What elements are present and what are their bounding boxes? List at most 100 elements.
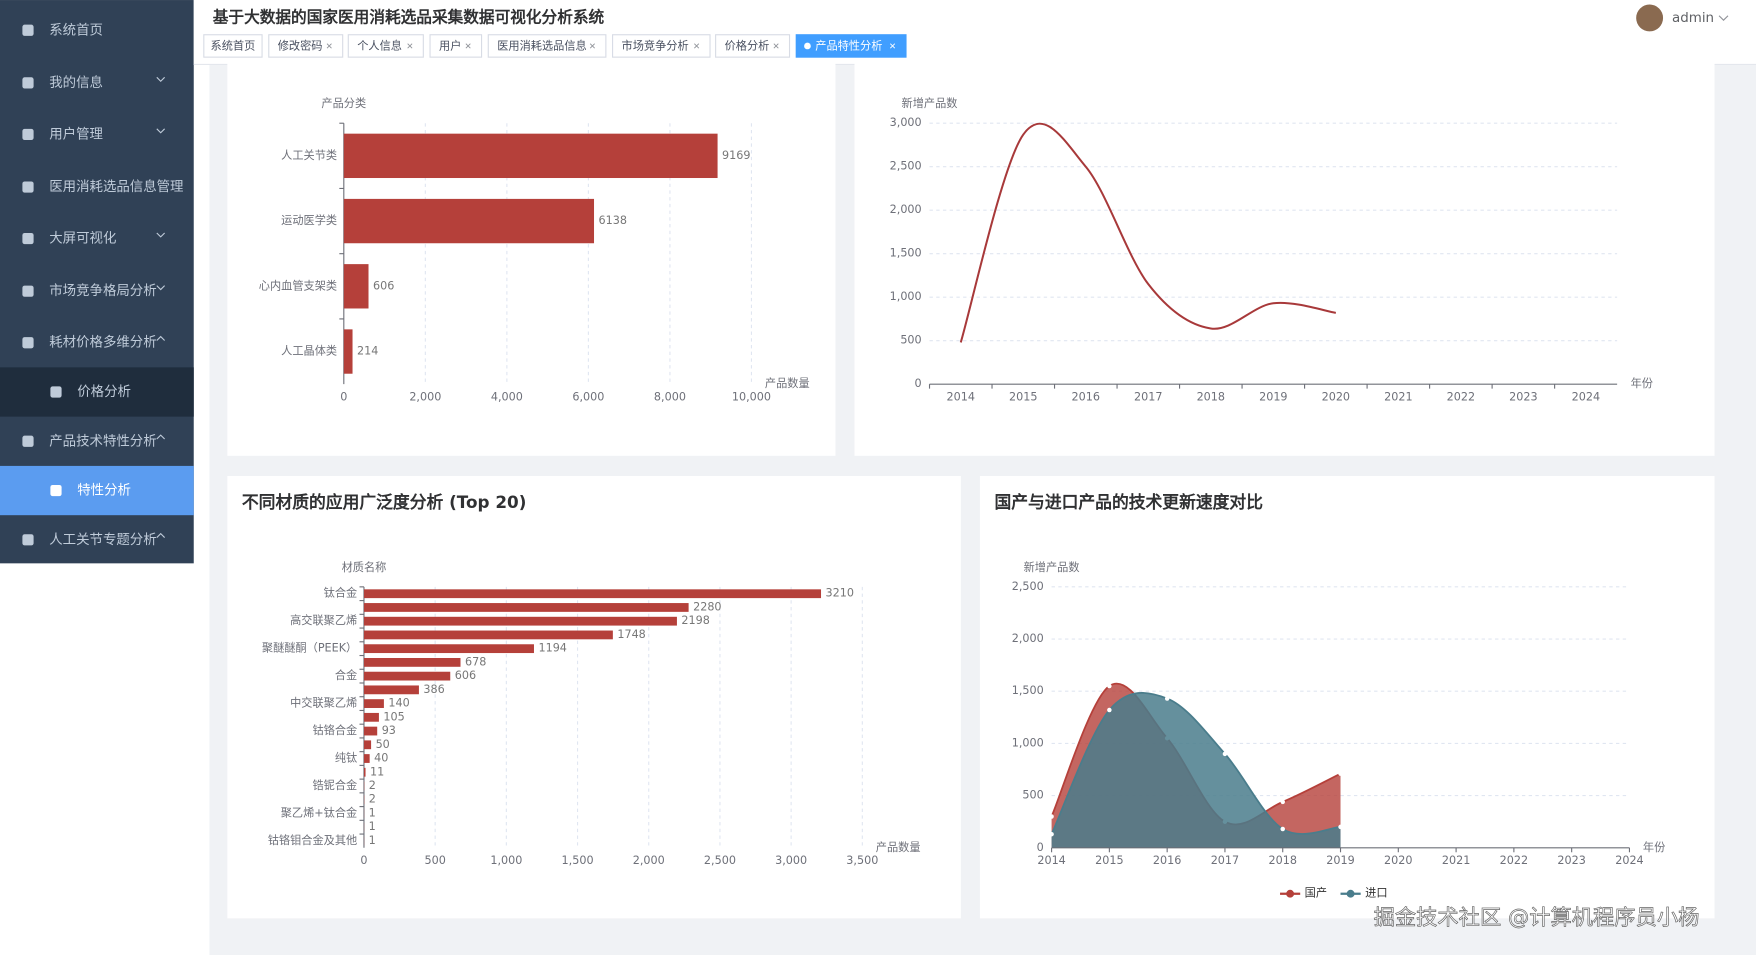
legend-symbol — [1286, 890, 1294, 898]
sidebar-item[interactable]: 特性分析 — [77, 483, 131, 499]
value-label: 214 — [357, 345, 378, 358]
bar — [364, 727, 377, 736]
value-label: 2280 — [693, 600, 721, 613]
y-category-label: 心内血管支架类 — [259, 278, 337, 292]
y-category-label: 中交联聚乙烯 — [290, 696, 357, 710]
sidebar-icon — [50, 485, 61, 496]
bar — [364, 754, 370, 763]
y-axis-label: 产品分类 — [321, 96, 366, 110]
y-category-label: 钴铬合金 — [312, 723, 357, 737]
x-tick-label: 2019 — [1259, 391, 1287, 404]
tab-label[interactable]: 价格分析 — [725, 39, 770, 53]
tab-label[interactable]: 系统首页 — [211, 39, 256, 53]
legend-label[interactable]: 国产 — [1305, 886, 1327, 900]
y-category-label: 钛合金 — [324, 586, 358, 600]
sidebar-item[interactable]: 大屏可视化 — [49, 231, 116, 247]
x-tick-label: 2017 — [1211, 854, 1239, 867]
bar — [364, 589, 821, 598]
bar — [364, 713, 379, 722]
x-tick-label: 2,000 — [409, 391, 441, 404]
sidebar-item[interactable]: 系统首页 — [49, 22, 103, 38]
y-axis-label: 材质名称 — [342, 560, 387, 574]
x-tick-label: 0 — [360, 854, 367, 867]
x-tick-label: 10,000 — [732, 391, 771, 404]
bar — [344, 329, 353, 373]
y-category-label: 人工晶体类 — [281, 344, 337, 358]
x-tick-label: 4,000 — [491, 391, 523, 404]
sidebar-item[interactable]: 耗材价格多维分析 — [49, 334, 156, 351]
y-tick-label: 1,500 — [1012, 684, 1044, 697]
x-tick-label: 1,500 — [562, 854, 594, 867]
bar — [344, 134, 718, 178]
x-tick-label: 2020 — [1322, 391, 1350, 404]
y-tick-label: 2,500 — [1012, 580, 1044, 593]
x-tick-label: 8,000 — [654, 391, 686, 404]
sidebar-icon — [22, 436, 33, 447]
bar — [364, 644, 534, 653]
tab-label[interactable]: 市场竞争分析 — [622, 39, 689, 53]
x-tick-label: 2024 — [1572, 391, 1600, 404]
x-tick-label: 3,000 — [775, 854, 807, 867]
sidebar-item[interactable]: 价格分析 — [77, 384, 131, 400]
value-label: 3210 — [826, 587, 854, 600]
sidebar-icon — [22, 233, 33, 244]
tab-label[interactable]: 修改密码 — [278, 39, 323, 53]
x-tick-label: 2020 — [1384, 854, 1412, 867]
x-tick-label: 2017 — [1134, 391, 1162, 404]
sidebar-icon — [22, 25, 33, 36]
point — [1223, 752, 1227, 756]
x-tick-label: 2,000 — [633, 854, 665, 867]
user-name[interactable]: admin — [1672, 11, 1714, 26]
sidebar-item[interactable]: 医用消耗选品信息管理 — [49, 178, 183, 195]
point — [1049, 832, 1053, 836]
sidebar-icon — [22, 534, 33, 545]
tab-label[interactable]: 用户 — [439, 39, 461, 53]
y-category-label: 高交联聚乙烯 — [290, 613, 357, 627]
sidebar-item[interactable]: 人工关节专题分析 — [49, 532, 156, 548]
point — [1107, 684, 1111, 688]
y-tick-label: 500 — [900, 334, 921, 347]
legend-symbol — [1347, 890, 1355, 898]
sidebar-item[interactable]: 产品技术特性分析 — [49, 433, 156, 449]
x-axis-label: 产品数量 — [876, 840, 921, 854]
value-label: 678 — [465, 655, 486, 668]
point — [1107, 708, 1111, 712]
tab-label[interactable]: 个人信息 — [357, 39, 402, 53]
sidebar-item[interactable]: 用户管理 — [49, 125, 103, 142]
chart-title: 不同材质的应用广泛度分析 (Top 20) — [242, 492, 527, 512]
sidebar-item[interactable]: 市场竞争格局分析 — [49, 282, 156, 299]
y-tick-label: 3,000 — [890, 116, 922, 129]
bar — [364, 603, 689, 612]
value-label: 606 — [455, 669, 476, 682]
avatar[interactable] — [1636, 5, 1663, 32]
x-axis-label: 产品数量 — [765, 376, 810, 390]
y-category-label: 钴铬钼合金及其他 — [268, 833, 358, 847]
y-tick-label: 1,500 — [890, 247, 922, 260]
y-tick-label: 2,000 — [1012, 632, 1044, 645]
tab-label[interactable]: 产品特性分析 — [815, 39, 882, 53]
sidebar-icon — [22, 181, 33, 192]
y-category-label: 合金 — [335, 668, 357, 682]
y-tick-label: 0 — [1037, 841, 1044, 854]
sidebar-icon — [50, 386, 61, 397]
bar — [364, 617, 677, 626]
value-label: 1 — [369, 820, 376, 833]
x-tick-label: 2,500 — [704, 854, 736, 867]
y-axis-label: 新增产品数 — [1024, 560, 1080, 574]
tab-active-dot — [804, 43, 811, 50]
point — [1338, 771, 1342, 775]
y-category-label: 聚醚醚酮（PEEK） — [262, 641, 357, 655]
legend-label[interactable]: 进口 — [1365, 887, 1387, 900]
x-tick-label: 2022 — [1447, 391, 1475, 404]
tab-label[interactable]: 医用消耗选品信息 — [497, 39, 587, 53]
y-category-label: 纯钛 — [335, 751, 357, 765]
value-label: 93 — [382, 724, 396, 737]
app-title: 基于大数据的国家医用消耗选品采集数据可视化分析系统 — [213, 7, 605, 26]
y-tick-label: 500 — [1022, 789, 1043, 802]
sidebar-item[interactable]: 我的信息 — [49, 74, 103, 91]
bar — [364, 672, 450, 681]
x-tick-label: 2018 — [1197, 391, 1225, 404]
bar — [344, 199, 594, 243]
bar — [364, 740, 371, 749]
